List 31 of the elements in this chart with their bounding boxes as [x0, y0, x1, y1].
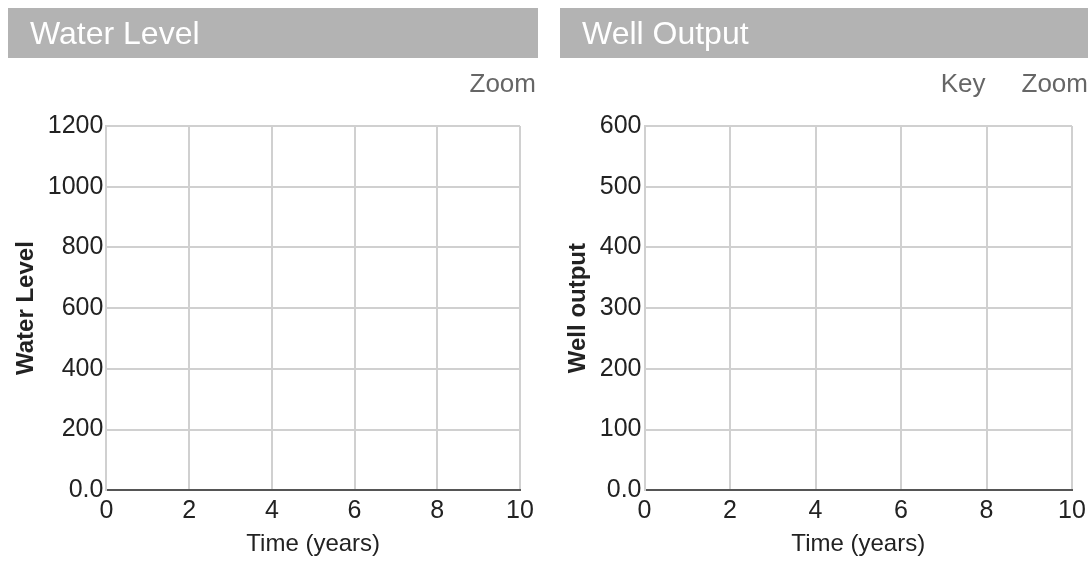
- x-tick-label: 8: [430, 494, 445, 523]
- x-tick-label: 10: [506, 494, 534, 523]
- y-tick-label: 400: [599, 231, 642, 260]
- x-axis-title: Time (years): [791, 529, 926, 557]
- x-tick-label: 10: [1058, 494, 1086, 523]
- y-tick-label: 100: [599, 413, 642, 442]
- text: Zoom: [1021, 67, 1088, 99]
- y-tick-label: 1000: [47, 170, 104, 199]
- y-axis-title: Water Level: [11, 241, 39, 376]
- x-tick-label: 2: [182, 494, 197, 523]
- y-tick-label: 800: [61, 231, 104, 260]
- text: Key: [940, 67, 986, 99]
- chart-title: Water Level: [8, 8, 538, 58]
- y-tick-label: 200: [61, 413, 104, 442]
- y-tick-label: 1200: [47, 109, 104, 138]
- y-tick-label: 600: [599, 109, 642, 138]
- x-axis-title: Time (years): [246, 529, 381, 557]
- y-tick-label: 600: [61, 291, 104, 320]
- text: Zoom: [469, 67, 536, 99]
- y-axis-title: Well output: [563, 243, 591, 374]
- x-tick-label: 4: [264, 494, 279, 523]
- x-tick-label: 2: [723, 494, 737, 523]
- chart-title: Well Output: [560, 8, 1088, 58]
- y-tick-label: 300: [599, 291, 642, 320]
- x-tick-label: 6: [347, 494, 362, 523]
- x-tick-label: 4: [808, 494, 823, 523]
- x-tick-label: 8: [979, 494, 994, 523]
- y-tick-label: 200: [599, 352, 642, 381]
- x-tick-label: 6: [894, 494, 908, 523]
- y-tick-label: 400: [61, 352, 104, 381]
- y-tick-label: 500: [599, 170, 642, 199]
